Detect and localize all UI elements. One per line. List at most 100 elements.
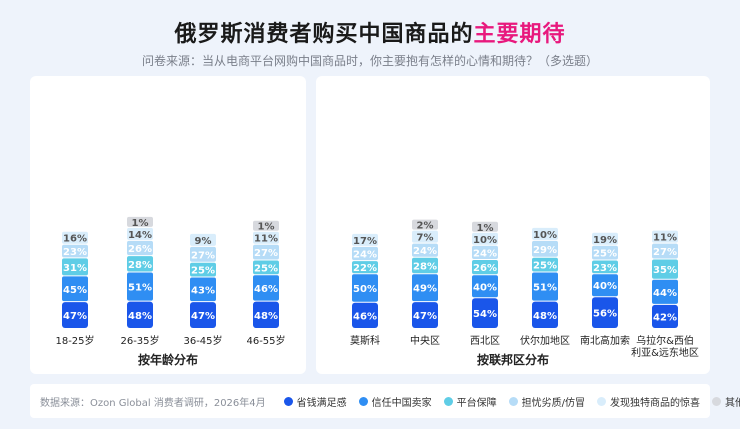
data-label: 45%	[63, 285, 87, 296]
legend-item: 信任中国卖家	[358, 394, 432, 409]
bar-segment	[127, 256, 153, 272]
data-label: 25%	[533, 261, 557, 272]
title-highlight: 主要期待	[473, 22, 566, 47]
bar-segment	[412, 219, 438, 230]
region-chart-title: 按联邦区分布	[476, 353, 549, 367]
bar-segment	[62, 276, 88, 302]
bar-segment	[127, 227, 153, 240]
legend-label: 担忧劣质/仿冒	[521, 397, 586, 409]
bar-segment	[62, 231, 88, 244]
data-label: 47%	[191, 311, 215, 322]
data-label: 19%	[593, 235, 617, 246]
page-title: 俄罗斯消费者购买中国商品的主要期待	[174, 22, 566, 47]
category-label: 西北区	[470, 335, 500, 347]
legend-items: 省钱满足感 信任中国卖家 平台保障 担忧劣质/仿冒 发现独特商品的惊喜 其他	[283, 394, 740, 409]
data-label: 51%	[533, 283, 557, 294]
legend-item: 平台保障	[443, 394, 497, 409]
bar-segment	[592, 297, 618, 328]
data-label: 23%	[63, 247, 87, 258]
bar-segment	[352, 246, 378, 261]
bar-segment	[412, 302, 438, 328]
legend: 数据来源：Ozon Global 消费者调研，2026年4月 省钱满足感 信任中国…	[30, 384, 740, 418]
bar-segment	[127, 301, 153, 328]
bar-segment	[532, 257, 558, 272]
bar-segment	[62, 302, 88, 328]
category-label: 46-55岁	[246, 334, 285, 347]
data-label: 27%	[191, 250, 215, 261]
data-label: 25%	[593, 249, 617, 260]
bar-segment	[472, 275, 498, 298]
data-source: 数据来源：Ozon Global 消费者调研，2026年4月	[40, 397, 266, 409]
data-label: 25%	[254, 263, 278, 274]
data-label: 2%	[417, 221, 434, 232]
bar-segment	[532, 227, 558, 240]
bar-segment	[190, 262, 216, 277]
data-label: 28%	[128, 260, 152, 271]
bar-segment	[253, 260, 279, 275]
category-label: 26-35岁	[120, 334, 159, 347]
data-label: 49%	[413, 284, 437, 295]
data-label: 29%	[533, 245, 557, 256]
data-label: 11%	[254, 234, 278, 245]
legend-dot-icon	[358, 396, 368, 406]
bar-segment	[190, 246, 216, 262]
data-label: 9%	[195, 236, 212, 247]
bar-segment	[62, 258, 88, 276]
bar-segment	[412, 274, 438, 302]
data-label: 48%	[533, 311, 557, 322]
bar-segment	[127, 272, 153, 301]
data-label: 16%	[63, 234, 87, 245]
data-label: 31%	[63, 263, 87, 274]
data-label: 22%	[353, 263, 377, 274]
data-label: 26%	[128, 244, 152, 255]
data-label: 27%	[653, 247, 677, 258]
data-label: 46%	[353, 311, 377, 322]
bar-segment	[352, 274, 378, 302]
data-label: 50%	[353, 284, 377, 295]
data-label: 35%	[653, 265, 677, 276]
bar-segment	[652, 243, 678, 259]
data-label: 40%	[593, 281, 617, 292]
bar-segment	[352, 233, 378, 246]
legend-label: 发现独特商品的惊喜	[610, 397, 701, 409]
bar-segment	[127, 240, 153, 256]
bar-segment	[532, 272, 558, 301]
bar-segment	[652, 259, 678, 279]
category-label: 南北高加索	[580, 334, 630, 347]
legend-label: 省钱满足感	[296, 397, 347, 409]
data-label: 14%	[128, 230, 152, 241]
age-chart-title: 按年龄分布	[137, 353, 198, 367]
bar-segment	[472, 298, 498, 328]
legend-dot-icon	[712, 396, 722, 406]
bar-segment	[652, 279, 678, 304]
data-label: 10%	[473, 235, 497, 246]
data-label: 26%	[473, 263, 497, 274]
bar-segment	[253, 220, 279, 231]
legend-label: 信任中国卖家	[371, 397, 432, 409]
legend-item: 担忧劣质/仿冒	[508, 394, 586, 409]
data-label: 24%	[353, 250, 377, 261]
data-label: 56%	[593, 309, 617, 320]
bar-segment	[253, 301, 279, 328]
bar-segment	[592, 232, 618, 245]
data-label: 47%	[63, 311, 87, 322]
data-label: 42%	[653, 312, 677, 323]
legend-dot-icon	[443, 396, 453, 406]
category-label: 中央区	[410, 334, 440, 347]
data-label: 28%	[413, 262, 437, 273]
bar-segment	[472, 221, 498, 232]
bar-segment	[412, 230, 438, 243]
bar-segment	[472, 232, 498, 245]
legend-label: 其他	[725, 397, 740, 409]
data-label: 46%	[254, 284, 278, 295]
bar-segment	[652, 230, 678, 243]
bar-segment	[352, 302, 378, 328]
bar-segment	[472, 245, 498, 259]
bar-segment	[190, 277, 216, 302]
bar-segment	[352, 261, 378, 274]
bar-segment	[412, 257, 438, 274]
data-label: 40%	[473, 282, 497, 293]
bar-segment	[592, 245, 618, 260]
category-label: 乌拉尔&西伯利亚&远东地区	[631, 334, 699, 359]
